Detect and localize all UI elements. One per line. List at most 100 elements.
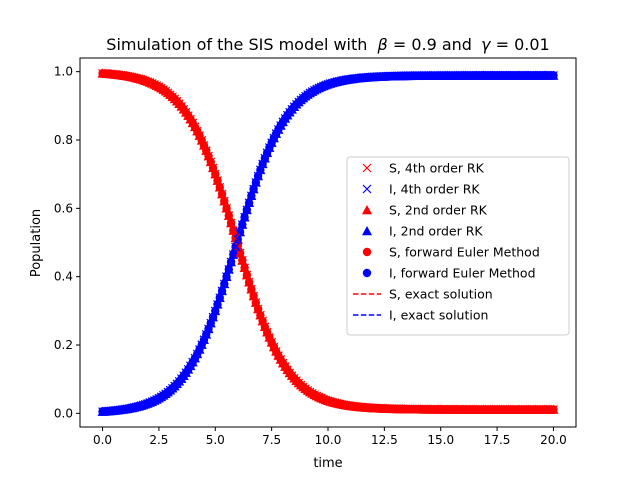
x-axis: 0.0 2.5 5.0 7.5 10.0 12.5 15.0 17.5 20.0 (93, 427, 567, 447)
legend-label: S, 2nd order RK (389, 203, 488, 218)
data-point (143, 77, 153, 86)
legend-triangle-icon (362, 226, 372, 236)
data-point (262, 327, 272, 337)
data-point (314, 83, 324, 93)
data-point (210, 306, 220, 316)
legend-label: S, 4th order RK (389, 161, 485, 176)
data-point (149, 396, 159, 405)
data-point (242, 270, 252, 280)
data-point (314, 392, 324, 402)
data-point (224, 211, 234, 221)
data-point (310, 390, 319, 400)
data-point (147, 397, 157, 407)
data-point (190, 122, 200, 132)
data-point (244, 198, 254, 208)
y-tick-label: 0.2 (54, 338, 73, 352)
y-axis-label: Population (29, 209, 44, 277)
chart-title-prefix: Simulation of the SIS model with (106, 35, 367, 54)
data-point (197, 340, 207, 350)
data-point (255, 310, 265, 320)
data-point (152, 394, 162, 404)
data-point (237, 220, 247, 229)
data-point (271, 346, 281, 356)
data-point (240, 263, 250, 273)
data-point (140, 76, 150, 86)
data-point (199, 335, 209, 345)
data-point (215, 182, 225, 192)
data-point (222, 203, 231, 213)
data-point (269, 133, 279, 143)
data-point (549, 71, 558, 80)
legend-label: I, 2nd order RK (389, 224, 483, 239)
data-point (264, 332, 274, 342)
data-point (546, 71, 556, 80)
legend-item: I, forward Euler Method (362, 266, 536, 281)
beta-symbol: β (377, 35, 388, 54)
legend-label: I, forward Euler Method (389, 266, 536, 281)
data-point (222, 272, 231, 282)
data-point (255, 165, 265, 175)
gamma-value: = 0.01 (491, 35, 550, 54)
data-point (231, 242, 240, 252)
legend-circle-icon (362, 268, 372, 278)
data-point (215, 293, 225, 303)
data-point (310, 85, 319, 95)
legend-x-icon (362, 184, 372, 194)
data-point (140, 399, 150, 409)
data-point (199, 140, 209, 150)
data-point (188, 357, 198, 367)
legend-label: I, 4th order RK (389, 182, 480, 197)
series-x-S (98, 68, 558, 414)
data-point (145, 78, 155, 87)
gamma-symbol: γ (481, 35, 492, 54)
y-tick-label: 1.0 (54, 65, 73, 79)
data-point (244, 277, 254, 287)
plot-area (97, 68, 559, 417)
data-point (233, 235, 243, 244)
x-tick-label: 5.0 (206, 433, 225, 447)
legend-item: I, 2nd order RK (362, 224, 483, 239)
legend-label: S, exact solution (389, 287, 493, 302)
data-point (147, 78, 157, 88)
data-point (228, 226, 238, 235)
legend-item: I, exact solution (353, 308, 488, 323)
legend-label: S, forward Euler Method (389, 245, 540, 260)
data-point (235, 227, 245, 237)
legend-item: S, 4th order RK (362, 161, 485, 176)
data-point (316, 393, 326, 403)
legend-circle-icon (362, 247, 372, 257)
legend-item: S, forward Euler Method (362, 245, 540, 260)
legend-box (346, 156, 570, 336)
data-point (549, 405, 558, 414)
data-point (195, 131, 204, 141)
x-tick-label: 12.5 (371, 433, 398, 447)
data-point (208, 163, 218, 173)
x-tick-label: 20.0 (540, 433, 567, 447)
data-point (260, 322, 270, 332)
x-tick-label: 17.5 (484, 433, 511, 447)
data-point (260, 153, 270, 163)
data-point (246, 284, 256, 294)
data-point (251, 177, 261, 187)
x-tick-label: 15.0 (427, 433, 454, 447)
data-point (246, 191, 256, 201)
data-point (213, 300, 222, 309)
data-point (201, 146, 211, 156)
data-point (307, 87, 317, 96)
data-point (149, 80, 159, 89)
data-point (253, 304, 263, 314)
data-point (267, 337, 277, 347)
data-point (258, 159, 268, 169)
y-tick-label: 0.0 (54, 406, 73, 420)
legend-label: I, exact solution (389, 308, 488, 323)
data-point (195, 344, 204, 354)
data-point (190, 353, 200, 363)
data-point (253, 171, 263, 181)
data-point (217, 286, 227, 296)
data-point (204, 151, 213, 161)
x-tick-label: 10.0 (315, 433, 342, 447)
legend-triangle-icon (362, 205, 372, 215)
data-point (206, 318, 216, 328)
data-point (267, 138, 277, 148)
